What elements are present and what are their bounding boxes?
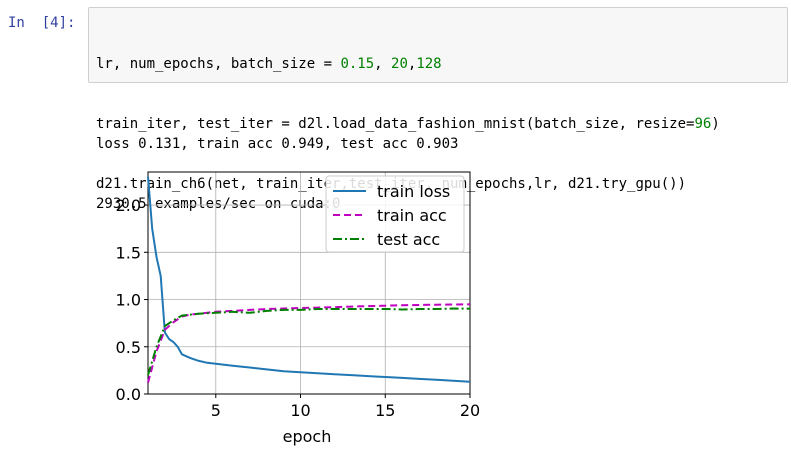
- x-tick-label: 15: [375, 401, 395, 420]
- code-token: ): [711, 116, 720, 132]
- y-tick-label: 1.0: [116, 291, 141, 310]
- code-token: train_iter, test_iter = d2l.load_data_fa…: [96, 116, 695, 132]
- x-tick-label: 5: [211, 401, 221, 420]
- code-token: 20: [391, 56, 408, 72]
- legend-box: [325, 175, 465, 253]
- y-tick-label: 0.0: [116, 385, 141, 404]
- code-token: 128: [416, 56, 442, 72]
- plot-frame: [147, 171, 471, 395]
- code-line-2: train_iter, test_iter = d2l.load_data_fa…: [96, 114, 780, 134]
- y-tick-label: 2.0: [116, 196, 141, 215]
- legend-label: test acc: [377, 230, 440, 249]
- code-token: 0.15: [340, 56, 375, 72]
- output-metrics-line: loss 0.131, train acc 0.949, test acc 0.…: [96, 136, 459, 152]
- code-token: ,: [374, 56, 392, 72]
- code-token: ,: [407, 56, 417, 72]
- series-line-train-loss: [147, 176, 471, 383]
- code-token: lr, num_epochs, batch_size =: [96, 56, 341, 72]
- x-tick-label: 10: [290, 401, 310, 420]
- y-tick-label: 0.5: [116, 338, 141, 357]
- training-chart: 5 10 15 20 0.0 0.5 1.0 1.5 2.0 train loss train a…: [116, 171, 480, 446]
- legend-label: train loss: [377, 182, 450, 201]
- cell-prompt: In [4]:: [8, 15, 76, 31]
- y-tick-label: 1.5: [116, 243, 141, 262]
- x-tick-label: 20: [460, 401, 480, 420]
- cell-output: loss 0.131, train acc 0.949, test acc 0.…: [96, 94, 458, 234]
- series-line-test-acc: [147, 307, 471, 376]
- code-editor[interactable]: lr, num_epochs, batch_size = 0.15, 20,12…: [88, 7, 788, 192]
- output-speed-line: 2930.5 examples/sec on cuda:0: [96, 196, 341, 212]
- code-token: 96: [694, 116, 712, 132]
- legend-label: train acc: [377, 206, 447, 225]
- series-line-train-acc: [147, 303, 471, 383]
- code-line-1: lr, num_epochs, batch_size = 0.15, 20,12…: [96, 54, 780, 74]
- x-axis-label: epoch: [283, 427, 332, 446]
